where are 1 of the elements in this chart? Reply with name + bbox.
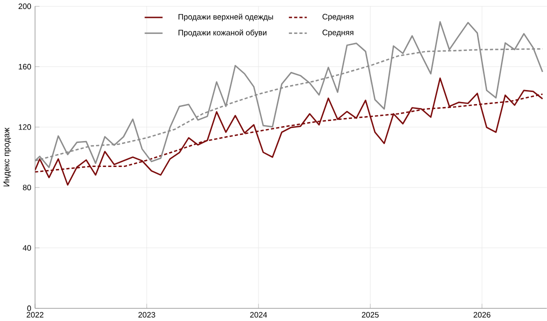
y-axis-title: Индекс продаж [3, 128, 12, 186]
